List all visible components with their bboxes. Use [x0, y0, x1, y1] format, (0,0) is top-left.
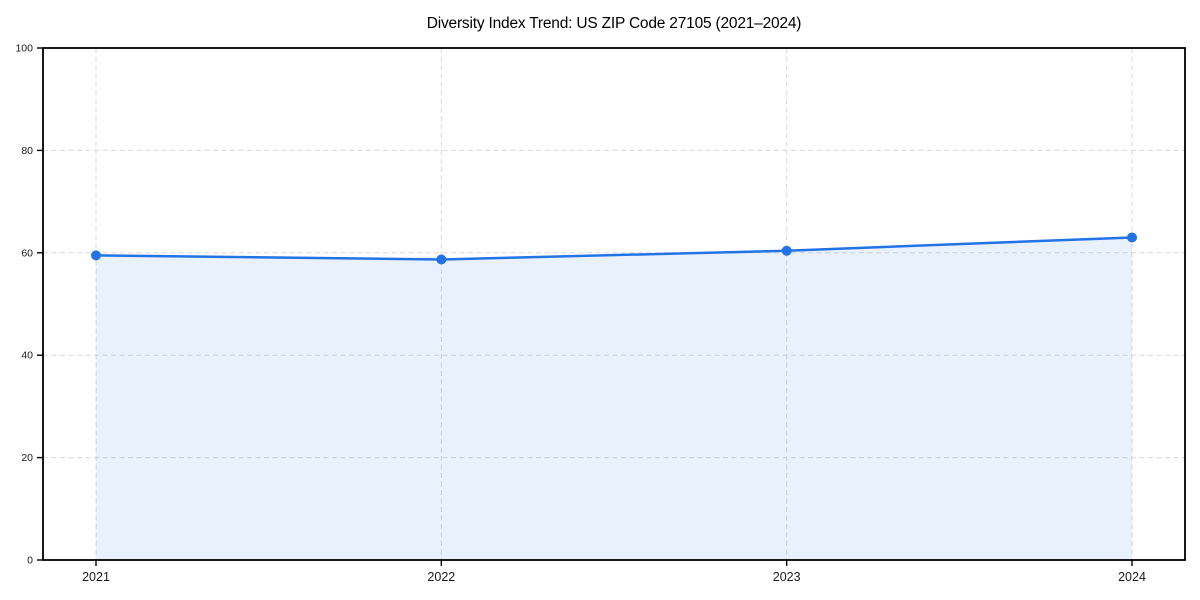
plot-border	[42, 47, 1186, 561]
y-tick-label: 0	[27, 555, 33, 567]
data-points	[91, 232, 1137, 265]
data-point-2022	[436, 254, 447, 265]
y-tick-label: 20	[21, 452, 33, 464]
area-fill	[96, 237, 1132, 560]
y-tick-label: 40	[21, 350, 33, 362]
y-tick-label: 100	[15, 43, 33, 55]
chart-title: Diversity Index Trend: US ZIP Code 27105…	[426, 15, 802, 32]
x-tick-label: 2023	[773, 570, 801, 584]
data-point-2021	[91, 250, 101, 261]
x-tick-label: 2022	[427, 570, 455, 584]
x-tick-label: 2024	[1118, 570, 1146, 584]
x-tick-label: 2021	[82, 570, 110, 584]
axis-ticks: 0 20 40 60 80 100 2021 2022 2023 2024	[15, 43, 1145, 585]
y-tick-label: 60	[21, 247, 33, 259]
data-point-2024	[1127, 232, 1137, 243]
data-point-2023	[781, 245, 792, 256]
trend-line	[94, 236, 1134, 261]
y-tick-label: 80	[21, 145, 33, 157]
